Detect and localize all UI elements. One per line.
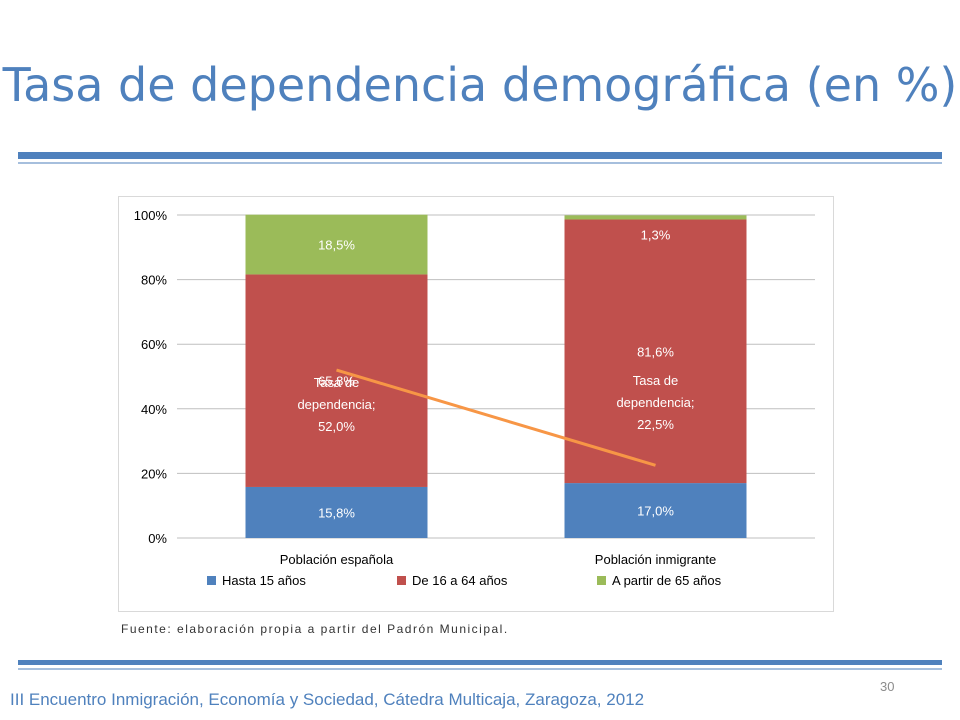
dependency-line <box>336 368 656 467</box>
title-rule-thin <box>18 162 942 164</box>
y-tick-label: 100% <box>134 208 168 223</box>
data-label: 81,6% <box>637 344 674 359</box>
footer-text: III Encuentro Inmigración, Economía y So… <box>10 690 645 709</box>
data-label: 1,3% <box>641 227 671 242</box>
bar-segment <box>245 274 428 487</box>
dependency-label: Tasa de <box>314 375 360 390</box>
page-number: 30 <box>880 679 895 694</box>
chart-area: 0% 20% 40% 60% 80% 100% 15,8% 65,8% 18,5% Poblaci… <box>118 196 834 612</box>
data-label: 18,5% <box>318 238 355 253</box>
bar-segment <box>245 486 428 538</box>
slide-title: Tasa de dependencia demográfica (en %) <box>2 58 958 112</box>
y-tick-label: 0% <box>148 531 167 546</box>
category-label: Población inmigrante <box>595 552 716 567</box>
data-label: 17,0% <box>637 504 674 519</box>
y-tick-label: 40% <box>141 402 167 417</box>
data-label: 65,8% <box>318 374 355 389</box>
footer-rule-thin <box>18 668 942 670</box>
bar-segment <box>564 219 747 484</box>
y-tick-label: 80% <box>141 273 167 288</box>
category-label: Población española <box>280 552 394 567</box>
y-tick-label: 60% <box>141 337 167 352</box>
dependency-label: dependencia; <box>616 395 694 410</box>
dependency-label: 52,0% <box>318 419 355 434</box>
footer-rule-thick <box>18 660 942 665</box>
y-tick-label: 20% <box>141 466 167 481</box>
dependency-label: 22,5% <box>637 417 674 432</box>
legend-label: A partir de 65 años <box>612 573 722 588</box>
title-rule-thick <box>18 152 942 159</box>
legend-label: Hasta 15 años <box>222 573 306 588</box>
dependency-label: Tasa de <box>633 373 679 388</box>
legend-swatch <box>597 576 606 585</box>
legend-label: De 16 a 64 años <box>412 573 508 588</box>
stacked-bar-chart: 0% 20% 40% 60% 80% 100% 15,8% 65,8% 18,5% Poblaci… <box>134 208 815 588</box>
data-label: 15,8% <box>318 505 355 520</box>
bar-segment <box>564 483 747 538</box>
source-note: Fuente: elaboración propia a partir del … <box>121 622 509 636</box>
legend-swatch <box>207 576 216 585</box>
legend-swatch <box>397 576 406 585</box>
dependency-label: dependencia; <box>297 397 375 412</box>
bar-segment <box>245 214 428 275</box>
bar-segment <box>564 215 747 220</box>
